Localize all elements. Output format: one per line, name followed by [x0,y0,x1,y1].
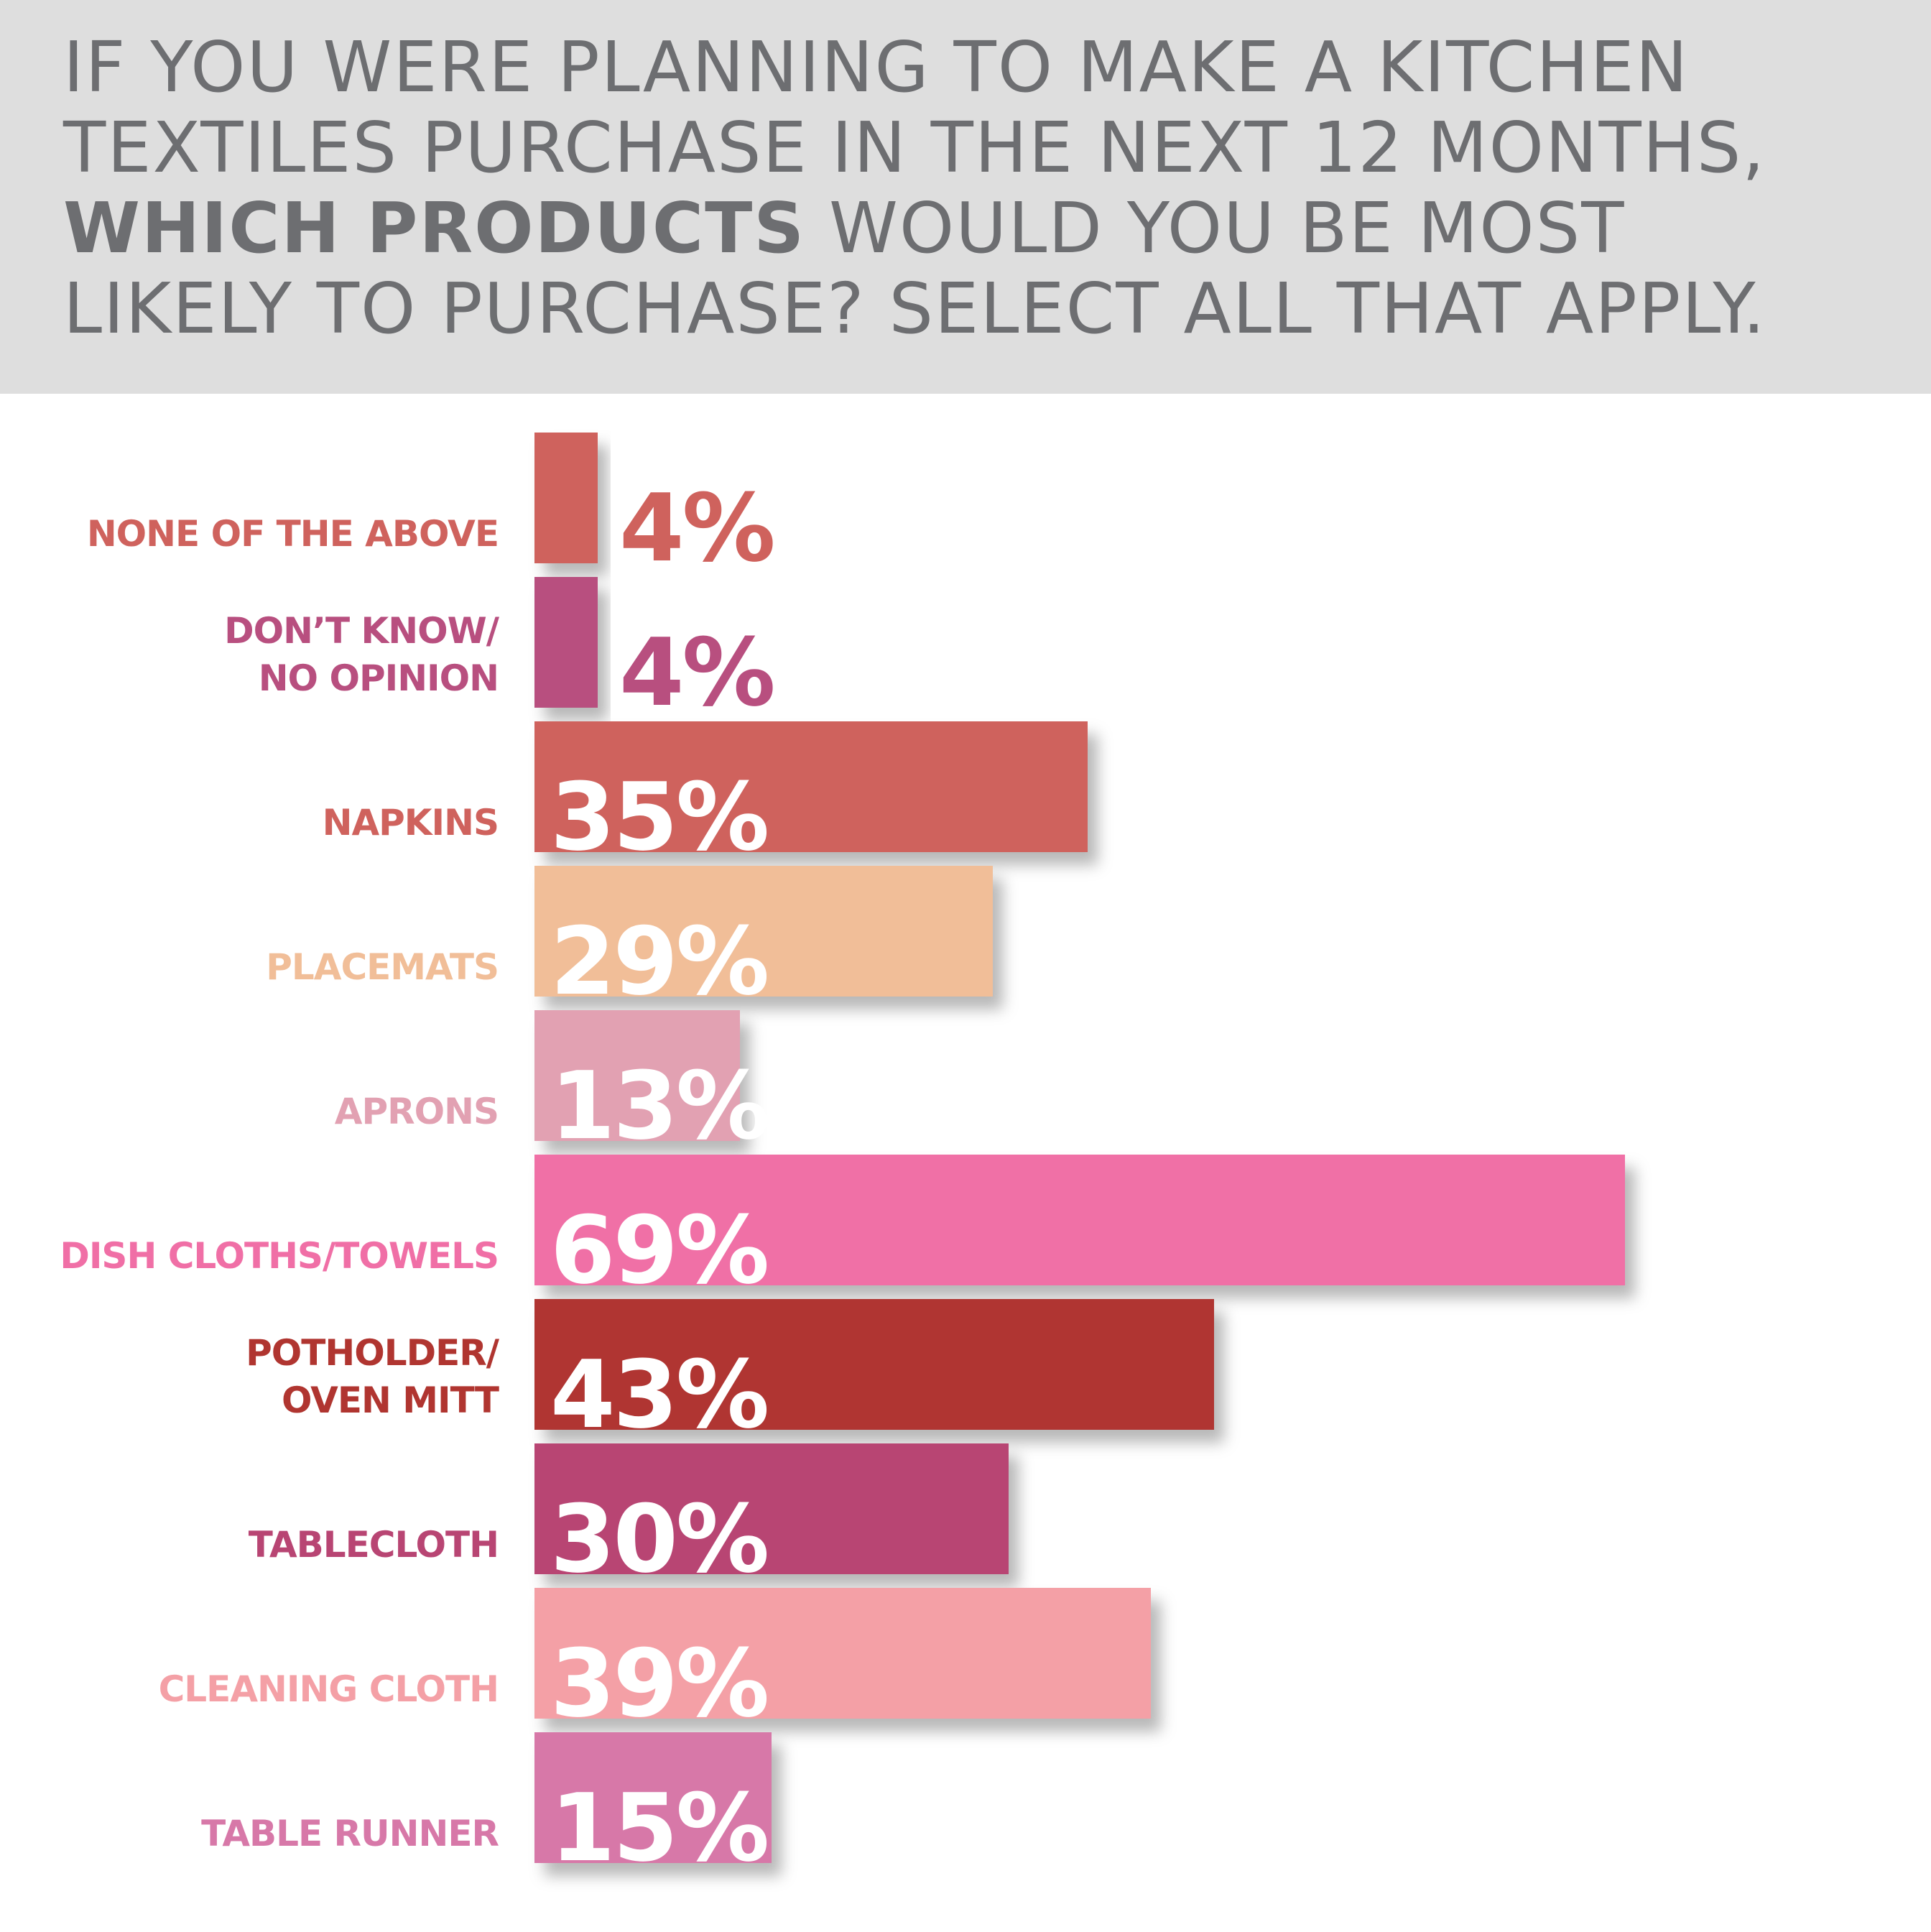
category-label-line: PLACEMATS [266,946,499,988]
bar [534,866,993,997]
chart-title: IF YOU WERE PLANNING TO MAKE A KITCHEN T… [63,27,1902,349]
value-label: 35% [550,762,767,872]
labels-layer: NONE OF THE ABOVE 4% DON’T KNOW/NO OPINION… [60,473,775,1882]
value-label: 39% [550,1629,767,1738]
value-label: 43% [550,1340,767,1449]
category-label-line: NO OPINION [259,657,499,699]
bar [534,1299,1214,1430]
bar [534,1443,1009,1574]
category-label-line: APRONS [335,1091,499,1132]
category-label-line: CLEANING CLOTH [159,1668,499,1710]
title-line-1: IF YOU WERE PLANNING TO MAKE A KITCHEN [63,27,1690,108]
bars-layer [534,433,1625,1863]
category-label: POTHOLDER/OVEN MITT [246,1332,500,1421]
value-label: 13% [550,1051,767,1160]
category-label-line: TABLE RUNNER [201,1813,499,1854]
category-label: DISH CLOTHS/TOWELS [60,1235,499,1277]
bar [534,1155,1625,1285]
category-label-line: NAPKINS [323,802,499,843]
title-line-4: LIKELY TO PURCHASE? SELECT ALL THAT APPL… [63,268,1766,349]
value-label: 29% [550,907,767,1016]
category-label: NONE OF THE ABOVE [87,513,499,555]
title-emphasis: WHICH PRODUCTS [63,188,806,269]
value-label: 69% [550,1196,767,1305]
bar [534,1588,1151,1719]
title-line-3-rest: WOULD YOU BE MOST [805,188,1626,269]
bar [534,433,598,563]
category-label-line: TABLECLOTH [249,1524,499,1566]
category-label: TABLE RUNNER [201,1813,499,1854]
value-label: 15% [550,1773,767,1882]
category-label-line: DISH CLOTHS/TOWELS [60,1235,499,1277]
category-label-line: POTHOLDER/ [246,1332,500,1374]
category-label-line: NONE OF THE ABOVE [87,513,499,555]
value-label: 4% [619,618,774,727]
category-label: PLACEMATS [266,946,499,988]
category-label: CLEANING CLOTH [159,1668,499,1710]
title-line-3: WHICH PRODUCTS WOULD YOU BE MOST [63,188,1902,269]
category-label-line: OVEN MITT [282,1379,499,1421]
category-label: APRONS [335,1091,499,1132]
bar [534,1732,772,1863]
title-line-2: TEXTILES PURCHASE IN THE NEXT 12 MONTHS, [63,107,1766,188]
title-band: IF YOU WERE PLANNING TO MAKE A KITCHEN T… [0,0,1931,394]
category-label-line: DON’T KNOW/ [224,610,500,652]
bar [534,1010,740,1141]
value-label: 30% [550,1484,767,1594]
bar [534,721,1088,852]
value-label: 4% [619,473,774,583]
category-label: DON’T KNOW/NO OPINION [224,610,500,699]
category-label: TABLECLOTH [249,1524,499,1566]
category-label: NAPKINS [323,802,499,843]
bar [534,577,598,708]
